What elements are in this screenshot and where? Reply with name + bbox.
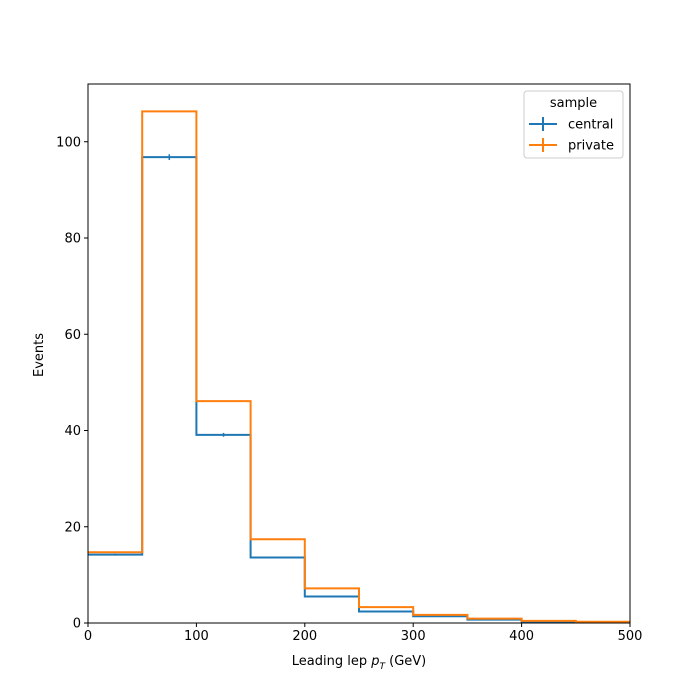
legend-entries: central private (529, 117, 614, 154)
series-layer (88, 110, 630, 624)
y-tick-label: 60 (64, 328, 81, 343)
x-tick-label: 0 (84, 629, 92, 644)
y-tick-label: 80 (64, 232, 81, 247)
axes-frame (87, 83, 631, 624)
legend-label: central (568, 118, 613, 133)
y-axis-label: Events (32, 333, 47, 377)
y-tick-label: 40 (64, 424, 81, 439)
x-tick-label: 300 (401, 629, 426, 644)
x-tick-label: 200 (292, 629, 317, 644)
x-axis-label-prefix: Leading lep (292, 654, 371, 669)
y-tick-label: 100 (56, 135, 81, 150)
legend-entry-private: private (529, 138, 614, 154)
series-private (88, 110, 630, 623)
y-tick-label: 0 (73, 617, 81, 632)
x-tick-label: 500 (618, 629, 643, 644)
legend: sample central private (523, 90, 624, 159)
x-axis-label: Leading lep pT (GeV) (292, 654, 426, 672)
legend-entry-central: central (529, 117, 613, 133)
y-axis-ticks: 0 20 40 60 80 100 (56, 135, 88, 632)
series-step-line (88, 110, 630, 623)
y-tick-label: 20 (64, 520, 81, 535)
x-axis-label-suffix: (GeV) (385, 654, 426, 669)
x-axis-label-subscript: T (379, 662, 386, 672)
legend-box (523, 90, 624, 159)
x-tick-label: 100 (184, 629, 209, 644)
x-axis-label-symbol: p (370, 654, 379, 669)
legend-title: sample (550, 96, 597, 111)
x-tick-label: 400 (509, 629, 534, 644)
x-axis-ticks: 0 100 200 300 400 500 (84, 623, 643, 644)
legend-label: private (568, 139, 614, 154)
